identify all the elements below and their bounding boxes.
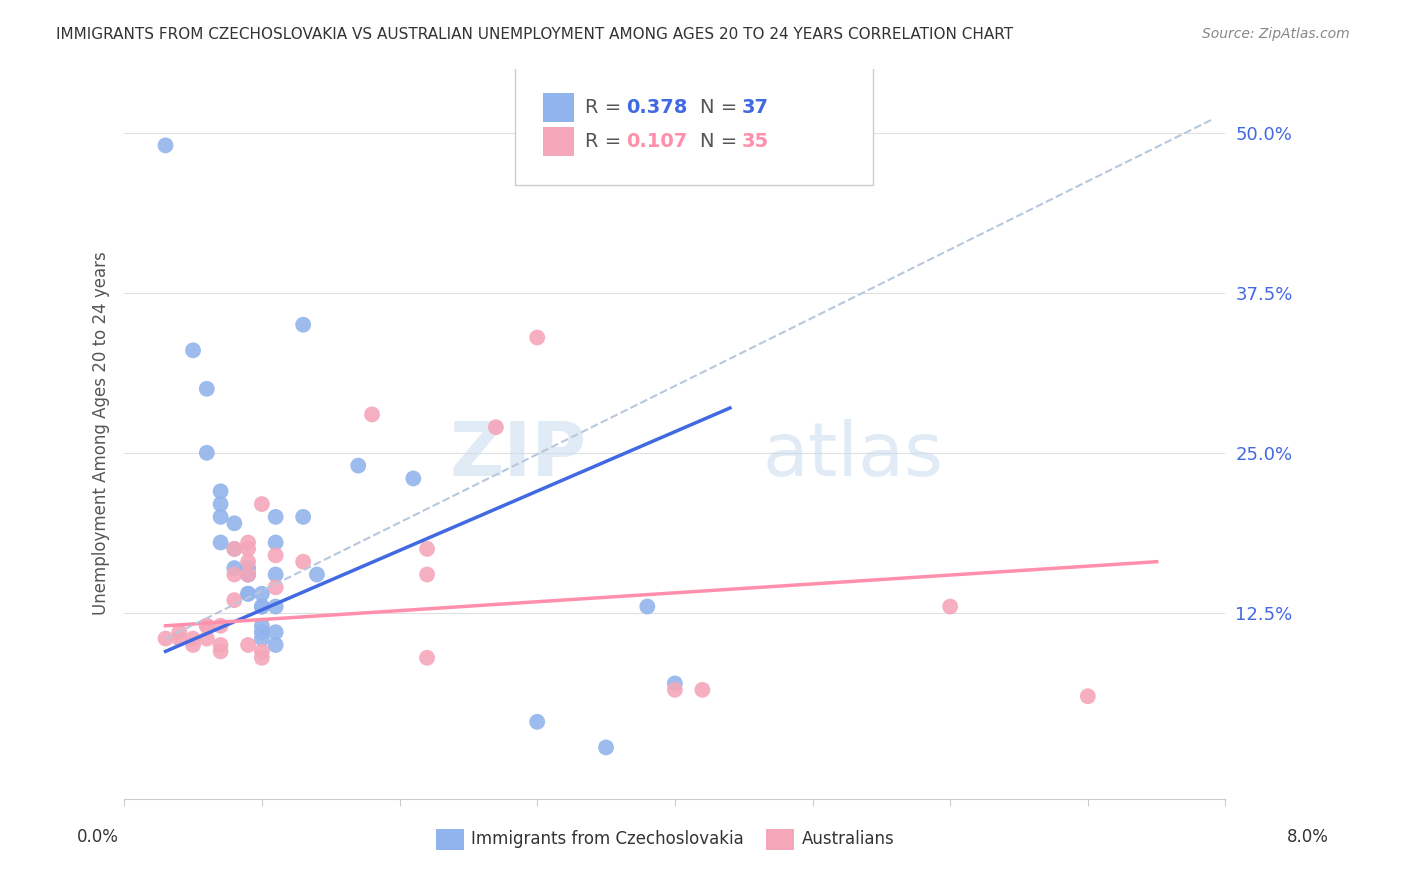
Point <box>292 318 315 332</box>
Point <box>692 682 714 697</box>
Point <box>416 650 439 665</box>
Point <box>292 509 315 524</box>
Point <box>250 599 273 614</box>
Point <box>264 567 287 582</box>
Point <box>224 516 246 531</box>
Point <box>224 593 246 607</box>
Text: N =: N = <box>700 98 744 117</box>
Point <box>155 138 177 153</box>
Point <box>181 638 204 652</box>
Point <box>181 632 204 646</box>
Point <box>347 458 370 473</box>
Point <box>416 567 439 582</box>
Point <box>264 638 287 652</box>
Text: 0.107: 0.107 <box>627 132 688 151</box>
Text: N =: N = <box>700 132 744 151</box>
Point <box>250 619 273 633</box>
Point <box>195 382 218 396</box>
Point <box>250 650 273 665</box>
Point <box>155 632 177 646</box>
Point <box>236 555 259 569</box>
Point <box>209 484 232 499</box>
Point <box>236 535 259 549</box>
Point <box>224 567 246 582</box>
Point <box>402 471 425 485</box>
Point <box>416 541 439 556</box>
Point <box>939 599 962 614</box>
Point <box>169 625 191 640</box>
Point <box>305 567 328 582</box>
Bar <box>543 93 574 122</box>
Text: IMMIGRANTS FROM CZECHOSLOVAKIA VS AUSTRALIAN UNEMPLOYMENT AMONG AGES 20 TO 24 YE: IMMIGRANTS FROM CZECHOSLOVAKIA VS AUSTRA… <box>56 27 1014 42</box>
Point <box>224 561 246 575</box>
Point <box>485 420 508 434</box>
Text: atlas: atlas <box>763 419 943 492</box>
Point <box>264 625 287 640</box>
Point <box>195 632 218 646</box>
Point <box>224 541 246 556</box>
Point <box>250 587 273 601</box>
Point <box>636 599 658 614</box>
Point <box>250 625 273 640</box>
Point <box>250 497 273 511</box>
Point <box>224 541 246 556</box>
Point <box>361 408 384 422</box>
Point <box>236 587 259 601</box>
Point <box>292 555 315 569</box>
Y-axis label: Unemployment Among Ages 20 to 24 years: Unemployment Among Ages 20 to 24 years <box>93 252 110 615</box>
Text: Immigrants from Czechoslovakia: Immigrants from Czechoslovakia <box>471 830 744 848</box>
Text: R =: R = <box>585 98 627 117</box>
Point <box>195 619 218 633</box>
Point <box>664 676 686 690</box>
Point <box>209 535 232 549</box>
Point <box>250 632 273 646</box>
Point <box>209 619 232 633</box>
Point <box>264 599 287 614</box>
Point <box>195 446 218 460</box>
Point <box>526 714 548 729</box>
Text: 8.0%: 8.0% <box>1286 828 1329 846</box>
Point <box>209 509 232 524</box>
Point <box>264 509 287 524</box>
Point <box>181 343 204 358</box>
Point <box>209 638 232 652</box>
Point <box>236 541 259 556</box>
Text: 0.0%: 0.0% <box>77 828 120 846</box>
Point <box>209 644 232 658</box>
Bar <box>543 127 574 156</box>
FancyBboxPatch shape <box>515 62 873 186</box>
Point <box>236 561 259 575</box>
Text: 0.378: 0.378 <box>627 98 688 117</box>
Point <box>236 567 259 582</box>
Text: 35: 35 <box>742 132 769 151</box>
Point <box>264 535 287 549</box>
Point <box>209 497 232 511</box>
Point <box>236 638 259 652</box>
Text: R =: R = <box>585 132 627 151</box>
Point <box>169 632 191 646</box>
Point <box>236 587 259 601</box>
Point <box>250 599 273 614</box>
Text: 37: 37 <box>742 98 769 117</box>
Point <box>264 580 287 594</box>
Text: Australians: Australians <box>801 830 894 848</box>
Point <box>236 567 259 582</box>
Text: Source: ZipAtlas.com: Source: ZipAtlas.com <box>1202 27 1350 41</box>
Point <box>595 740 617 755</box>
Point <box>264 549 287 563</box>
Point <box>526 330 548 344</box>
Point <box>250 644 273 658</box>
Point <box>1077 690 1099 704</box>
Point <box>664 682 686 697</box>
Text: ZIP: ZIP <box>450 419 586 492</box>
Point <box>236 567 259 582</box>
Point <box>195 619 218 633</box>
